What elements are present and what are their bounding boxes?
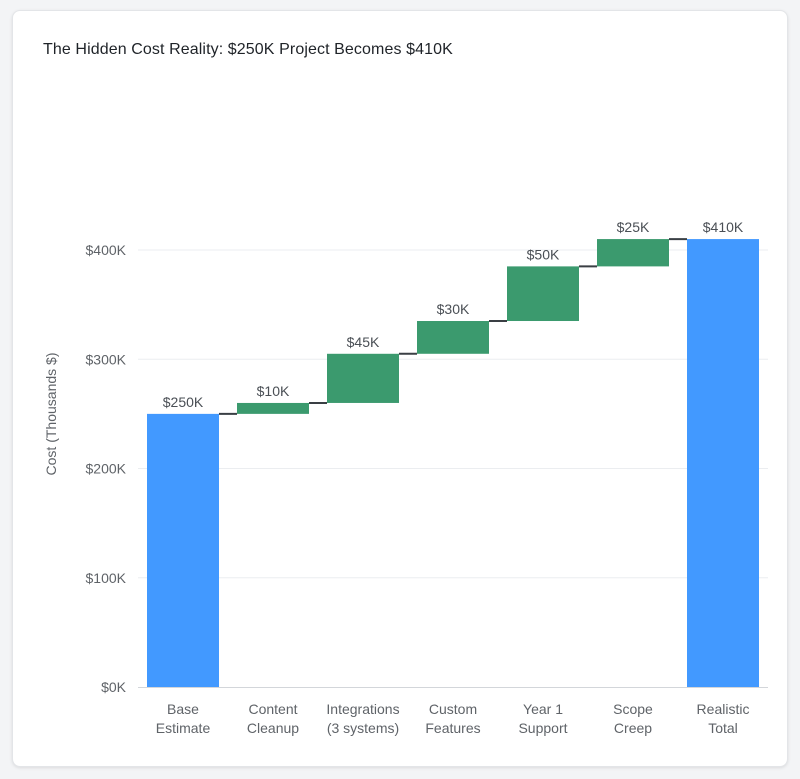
bar-1	[237, 402, 309, 414]
y-axis-title: Cost (Thousands $)	[43, 353, 59, 476]
y-tick-label: $400K	[86, 242, 127, 258]
category-label: Support	[518, 720, 567, 736]
bar-3	[417, 321, 489, 354]
category-label: Integrations	[326, 701, 399, 717]
bar-2	[327, 353, 399, 403]
x-axis: Base Estimate Content Cleanup Integrations (3…	[156, 701, 750, 736]
connectors	[219, 238, 687, 415]
category-label: Base	[167, 701, 199, 717]
category-label: Estimate	[156, 720, 211, 736]
bar-4	[507, 266, 579, 322]
category-label: Content	[248, 701, 297, 717]
data-label-6: $410K	[703, 219, 744, 235]
category-label: Total	[708, 720, 738, 736]
y-axis: $0K $100K $200K $300K $400K	[86, 242, 768, 695]
y-tick-label: $200K	[86, 461, 127, 477]
bars	[147, 239, 759, 687]
data-label-5: $25K	[617, 219, 650, 235]
category-label: Scope	[613, 701, 653, 717]
category-label: Year 1	[523, 701, 563, 717]
data-label-1: $10K	[257, 383, 290, 399]
bar-6	[687, 239, 759, 687]
bar-0	[147, 413, 219, 687]
category-label: Realistic	[697, 701, 750, 717]
data-label-4: $50K	[527, 246, 560, 262]
category-label: Cleanup	[247, 720, 299, 736]
y-tick-label: $100K	[86, 570, 127, 586]
category-label: (3 systems)	[327, 720, 399, 736]
category-label: Features	[425, 720, 480, 736]
category-label: Custom	[429, 701, 477, 717]
chart-card: The Hidden Cost Reality: $250K Project B…	[12, 10, 788, 767]
y-tick-label: $300K	[86, 351, 127, 367]
y-tick-label: $0K	[101, 679, 127, 695]
bar-5	[597, 239, 669, 267]
data-label-3: $30K	[437, 301, 470, 317]
data-label-0: $250K	[163, 394, 204, 410]
chart-title: The Hidden Cost Reality: $250K Project B…	[43, 41, 453, 58]
data-labels: $250K $10K $45K $30K $50K $25K $410K	[163, 219, 744, 410]
data-label-2: $45K	[347, 334, 380, 350]
category-label: Creep	[614, 720, 652, 736]
